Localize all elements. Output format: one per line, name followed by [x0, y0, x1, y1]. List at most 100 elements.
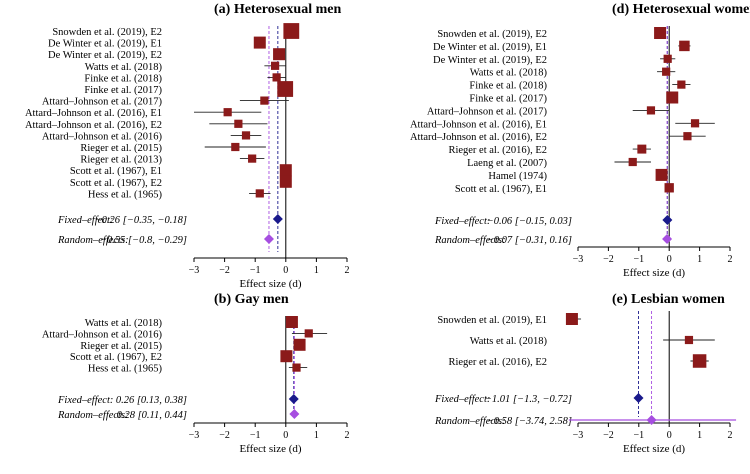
study-label: Laeng et al. (2007) — [467, 158, 547, 169]
study-label: Attard–Johnson et al. (2016) — [42, 329, 163, 340]
random-effects-value: −0.55 [−0.8, −0.29] — [100, 235, 187, 246]
study-marker — [279, 164, 292, 177]
random-effects-value: −0.58 [−3.74, 2.58] — [487, 416, 572, 427]
x-tick-label: 2 — [345, 265, 350, 276]
study-label: Finke et al. (2017) — [469, 94, 547, 105]
study-label: Rieger et al. (2016), E2 — [448, 145, 547, 156]
study-label: Scott et al. (1967), E1 — [455, 184, 547, 195]
x-tick-label: −3 — [573, 430, 584, 441]
x-tick-label: −2 — [219, 430, 230, 441]
study-label: Rieger et al. (2015) — [80, 143, 162, 154]
study-marker — [270, 61, 280, 70]
random-effects-label: Random–effects: — [57, 235, 129, 246]
study-label: Watts et al. (2018) — [470, 336, 548, 347]
panel-b: (b) Gay men −3 −2 −1 0 1 2 Effect size (d) Watts… — [42, 292, 350, 455]
x-tick-label: 0 — [667, 430, 672, 441]
study-label: Scott et al. (1967), E2 — [70, 178, 162, 189]
study-marker — [654, 27, 667, 39]
fixed-effect-label: Fixed–effect: — [57, 215, 113, 226]
study-marker — [248, 154, 257, 163]
study-marker — [565, 313, 578, 325]
study-label: Finke et al. (2018) — [469, 81, 547, 92]
study-label: Snowden et al. (2019), E2 — [437, 29, 547, 40]
study-marker — [628, 157, 637, 167]
fixed-effect-label: Fixed–effect: — [434, 394, 490, 405]
study-label: Attard–Johnson et al. (2016), E2 — [25, 120, 162, 131]
study-label: Hess et al. (1965) — [88, 364, 163, 375]
study-label: Attard–Johnson et al. (2017) — [42, 97, 163, 108]
study-label: Watts et al. (2018) — [85, 62, 163, 73]
study-label: Hamel (1974) — [488, 171, 547, 182]
random-effects-label: Random–effects: — [57, 410, 129, 421]
x-tick-label: 2 — [345, 430, 350, 441]
panel-d: (d) Heterosexual women −3 −2 −1 0 1 2 Effect si… — [410, 2, 750, 279]
study-marker — [663, 54, 672, 63]
study-marker — [255, 189, 264, 198]
study-marker — [223, 108, 232, 117]
x-tick-label: −1 — [250, 430, 261, 441]
study-label: Watts et al. (2018) — [470, 68, 548, 79]
study-label: Attard–Johnson et al. (2017) — [427, 106, 548, 117]
x-tick-label: −1 — [250, 265, 261, 276]
study-label: Watts et al. (2018) — [85, 318, 163, 329]
x-tick-label: 1 — [314, 265, 319, 276]
fixed-effect-value: −0.06 [−0.15, 0.03] — [487, 216, 572, 227]
study-marker — [683, 132, 692, 141]
x-tick-label: 1 — [314, 430, 319, 441]
study-marker — [277, 81, 294, 97]
study-label: De Winter et al. (2019), E1 — [433, 42, 547, 53]
study-marker — [293, 338, 306, 351]
x-axis-label: Effect size (d) — [239, 443, 301, 455]
panel-e: (e) Lesbian women −3 −2 −1 0 1 2 Effect size (d… — [434, 292, 737, 455]
fixed-effect-label: Fixed–effect: — [57, 395, 113, 406]
random-effects-label: Random–effects: — [434, 416, 506, 427]
random-effects-value: −0.07 [−0.31, 0.16] — [487, 235, 572, 246]
x-tick-label: 0 — [283, 265, 288, 276]
x-tick-label: 2 — [728, 430, 733, 441]
study-marker — [692, 354, 707, 368]
x-tick-label: 0 — [283, 430, 288, 441]
panel-title: (b) Gay men — [214, 292, 289, 307]
study-marker — [273, 48, 286, 61]
study-label: Finke et al. (2017) — [84, 85, 162, 96]
x-tick-label: 1 — [697, 430, 702, 441]
random-effects-label: Random–effects: — [434, 235, 506, 246]
study-marker — [679, 40, 690, 52]
study-label: Attard–Johnson et al. (2016) — [42, 131, 163, 142]
fixed-effect-diamond — [662, 215, 673, 225]
random-effects-value: 0.28 [0.11, 0.44] — [117, 410, 187, 421]
study-marker — [260, 96, 269, 105]
x-tick-label: −1 — [633, 254, 644, 265]
x-tick-label: 0 — [667, 254, 672, 265]
fixed-effect-diamond — [288, 394, 299, 404]
fixed-effect-label: Fixed–effect: — [434, 216, 490, 227]
study-label: Rieger et al. (2015) — [80, 341, 162, 352]
x-tick-label: −2 — [219, 265, 230, 276]
study-label: Snowden et al. (2019), E2 — [52, 27, 162, 38]
fixed-effect-diamond — [272, 214, 283, 224]
random-effects-diamond — [263, 234, 274, 244]
study-label: Scott et al. (1967), E1 — [70, 166, 162, 177]
study-marker — [234, 119, 243, 128]
study-marker — [283, 23, 300, 39]
random-effects-diamond — [662, 234, 673, 244]
study-label: De Winter et al. (2019), E2 — [48, 50, 162, 61]
x-tick-label: 2 — [728, 254, 733, 265]
study-marker — [655, 168, 668, 181]
x-tick-label: −2 — [603, 430, 614, 441]
study-marker — [253, 36, 266, 49]
study-label: De Winter et al. (2019), E1 — [48, 39, 162, 50]
panel-title: (a) Heterosexual men — [214, 2, 341, 17]
study-marker — [637, 144, 647, 154]
study-label: Finke et al. (2018) — [84, 73, 162, 84]
x-axis-label: Effect size (d) — [623, 443, 685, 455]
study-marker — [231, 142, 240, 152]
study-marker — [272, 73, 281, 82]
x-axis-label: Effect size (d) — [239, 278, 301, 290]
study-label: Attard–Johnson et al. (2016), E1 — [410, 119, 547, 130]
x-axis-label: Effect size (d) — [623, 267, 685, 279]
study-marker — [662, 67, 671, 76]
x-tick-label: −1 — [633, 430, 644, 441]
